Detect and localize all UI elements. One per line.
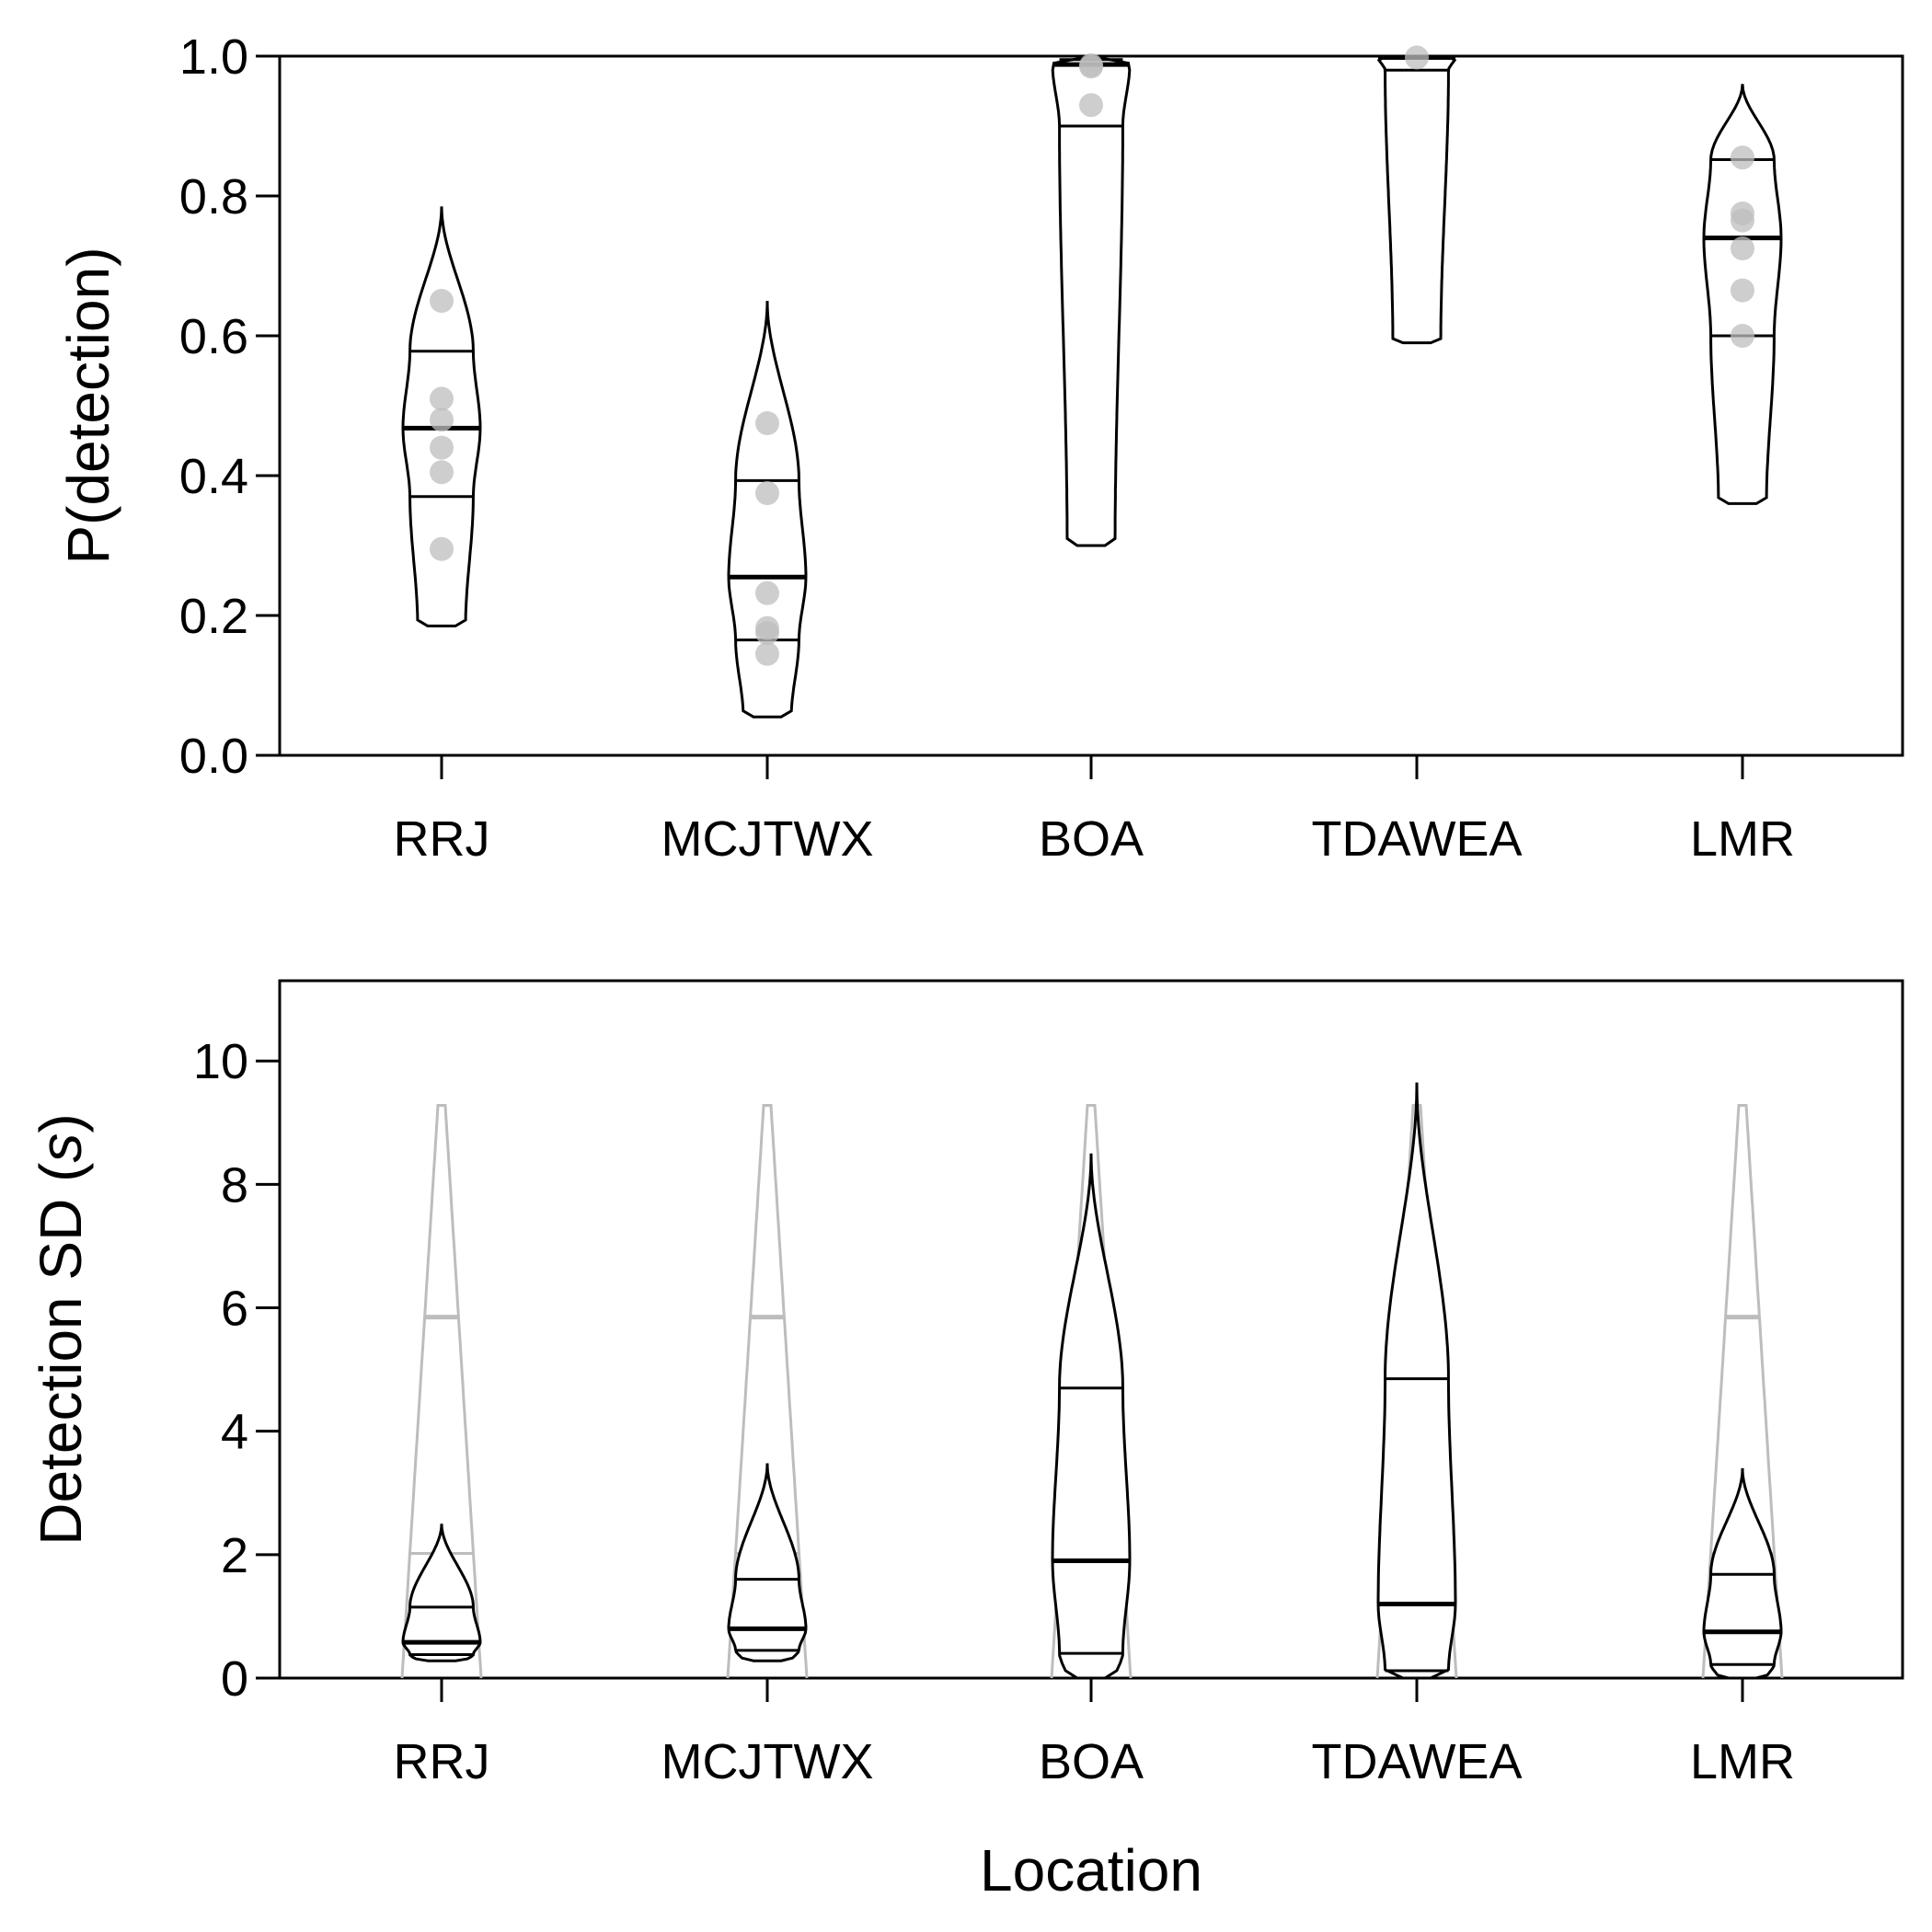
detection-sd-panel: 0 2 4 6 8 10 RRJ MCJTWX BOA TDAWEA LMR Detection …: [28, 979, 1904, 1903]
bottom-y-axis-tick-label: 4: [221, 1405, 248, 1460]
data-point-boa: [1079, 93, 1103, 118]
bottom-y-axis-title: Detection SD (s): [28, 1113, 94, 1545]
top-x-axis-tick-label: LMR: [1690, 811, 1795, 867]
data-point-mcjtwx: [755, 581, 779, 605]
data-point-boa: [1079, 54, 1103, 79]
data-point-lmr: [1731, 278, 1754, 303]
data-point-lmr: [1731, 145, 1754, 170]
bottom-y-title-prefix: Detection SD (: [28, 1163, 94, 1546]
data-point-rrj: [430, 386, 454, 411]
bottom-y-axis-tick-label: 6: [221, 1282, 248, 1337]
top-violins: [401, 45, 1783, 719]
bottom-x-axis-title: Location: [980, 1837, 1202, 1903]
bottom-x-axis-tick-label: TDAWEA: [1312, 1734, 1523, 1789]
top-x-axis-tick-label: TDAWEA: [1312, 811, 1523, 867]
top-y-axis-tick-label: 0.4: [179, 449, 248, 504]
bottom-y-title-suffix: ): [28, 1113, 94, 1133]
sd-violin-rrj: [401, 1524, 482, 1662]
sd-violin-tdawea: [1376, 1082, 1457, 1680]
prior-violin-lmr: [1701, 1104, 1784, 1679]
top-y-axis-tick-label: 0.8: [179, 169, 248, 224]
top-y-axis-tick-label: 1.0: [179, 29, 248, 85]
data-point-rrj: [430, 460, 454, 485]
bottom-y-axis-tick-label: 8: [221, 1157, 248, 1213]
data-point-rrj: [430, 289, 454, 313]
data-point-tdawea: [1405, 45, 1429, 70]
data-point-lmr: [1731, 208, 1754, 233]
data-point-rrj: [430, 435, 454, 460]
top-y-axis-tick-label: 0.2: [179, 589, 248, 644]
bottom-y-axis-tick-label: 10: [193, 1034, 248, 1089]
data-point-mcjtwx: [755, 481, 779, 505]
bottom-x-axis-tick-label: BOA: [1039, 1734, 1144, 1789]
data-point-rrj: [430, 408, 454, 432]
bottom-y-axis-tick-label: 0: [221, 1651, 248, 1707]
violin-tdawea: [1376, 54, 1457, 345]
sd-violin-boa: [1051, 1153, 1132, 1680]
top-y-axis-tick-label: 0.6: [179, 309, 248, 364]
data-point-mcjtwx: [755, 641, 779, 666]
bottom-x-axis-tick-label: MCJTWX: [661, 1734, 874, 1789]
bottom-y-axis-tick-label: 2: [221, 1528, 248, 1583]
top-y-axis: 0.0 0.2 0.4 0.6 0.8 1.0: [179, 29, 282, 784]
data-point-rrj: [430, 536, 454, 561]
bottom-y-axis: 0 2 4 6 8 10: [193, 1034, 282, 1707]
top-x-axis: RRJ MCJTWX BOA TDAWEA LMR: [394, 753, 1795, 867]
top-x-axis-tick-label: RRJ: [394, 811, 490, 867]
data-point-lmr: [1731, 236, 1754, 260]
data-point-lmr: [1731, 324, 1754, 348]
p-detection-panel: 0.0 0.2 0.4 0.6 0.8 1.0 RRJ MCJTWX BOA TDAWEA LMR…: [55, 29, 1904, 867]
bottom-y-title-variable: s: [28, 1133, 94, 1163]
top-x-axis-tick-label: MCJTWX: [661, 811, 874, 867]
bottom-x-axis-tick-label: RRJ: [394, 1734, 490, 1789]
prior-violin-mcjtwx: [726, 1104, 809, 1679]
top-y-axis-tick-label: 0.0: [179, 729, 248, 784]
sd-violin-mcjtwx: [727, 1463, 808, 1662]
top-x-axis-tick-label: BOA: [1039, 811, 1144, 867]
bottom-x-axis: RRJ MCJTWX BOA TDAWEA LMR: [394, 1676, 1795, 1789]
bottom-violins: [401, 1082, 1783, 1680]
prior-violin-rrj: [400, 1104, 483, 1679]
data-point-mcjtwx: [755, 621, 779, 645]
top-y-axis-title: P(detection): [55, 247, 121, 564]
data-point-mcjtwx: [755, 411, 779, 435]
bottom-x-axis-tick-label: LMR: [1690, 1734, 1795, 1789]
violin-boa: [1051, 54, 1132, 547]
